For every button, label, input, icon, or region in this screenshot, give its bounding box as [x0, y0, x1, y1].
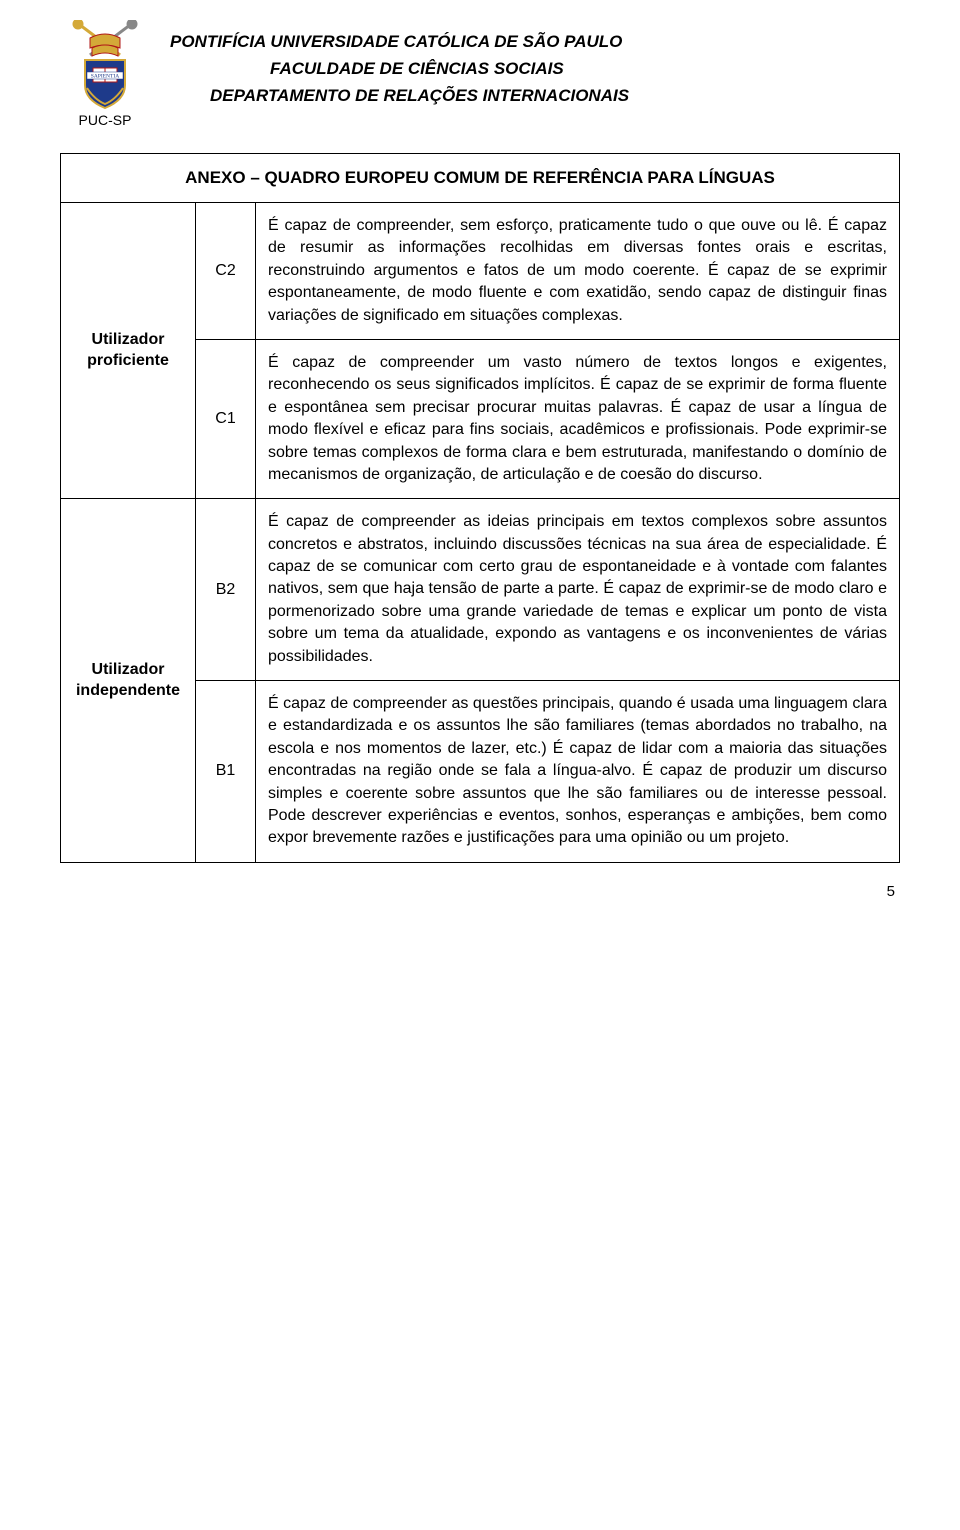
- header-titles: PONTIFÍCIA UNIVERSIDADE CATÓLICA DE SÃO …: [170, 20, 900, 110]
- table-title-row: ANEXO – QUADRO EUROPEU COMUM DE REFERÊNC…: [61, 154, 900, 203]
- level-desc-c1: É capaz de compreender um vasto número d…: [256, 339, 900, 498]
- level-code-b2: B2: [196, 499, 256, 681]
- level-desc-b2: É capaz de compreender as ideias princip…: [256, 499, 900, 681]
- level-code-b1: B1: [196, 681, 256, 863]
- page-number: 5: [60, 883, 900, 900]
- level-code-c2: C2: [196, 203, 256, 340]
- level-desc-b1: É capaz de compreender as questões princ…: [256, 681, 900, 863]
- level-desc-c2: É capaz de compreender, sem esforço, pra…: [256, 203, 900, 340]
- document-header: SAPIENTIA PUC-SP PONTIFÍCIA UNIVERSIDADE…: [60, 20, 900, 128]
- user-category-proficient: Utilizador proficiente: [61, 203, 196, 499]
- table-row: Utilizador independente B2 É capaz de co…: [61, 499, 900, 681]
- university-crest-icon: SAPIENTIA: [65, 20, 145, 110]
- header-line-2: FACULDADE DE CIÊNCIAS SOCIAIS: [170, 55, 900, 82]
- table-row: Utilizador proficiente C2 É capaz de com…: [61, 203, 900, 340]
- table-title: ANEXO – QUADRO EUROPEU COMUM DE REFERÊNC…: [61, 154, 900, 203]
- header-line-3: DEPARTAMENTO DE RELAÇÕES INTERNACIONAIS: [170, 82, 900, 109]
- header-line-1: PONTIFÍCIA UNIVERSIDADE CATÓLICA DE SÃO …: [170, 28, 900, 55]
- cefr-table: ANEXO – QUADRO EUROPEU COMUM DE REFERÊNC…: [60, 153, 900, 863]
- logo-block: SAPIENTIA PUC-SP: [60, 20, 150, 128]
- level-code-c1: C1: [196, 339, 256, 498]
- svg-text:SAPIENTIA: SAPIENTIA: [91, 74, 119, 80]
- user-category-independent: Utilizador independente: [61, 499, 196, 862]
- logo-text: PUC-SP: [79, 112, 132, 128]
